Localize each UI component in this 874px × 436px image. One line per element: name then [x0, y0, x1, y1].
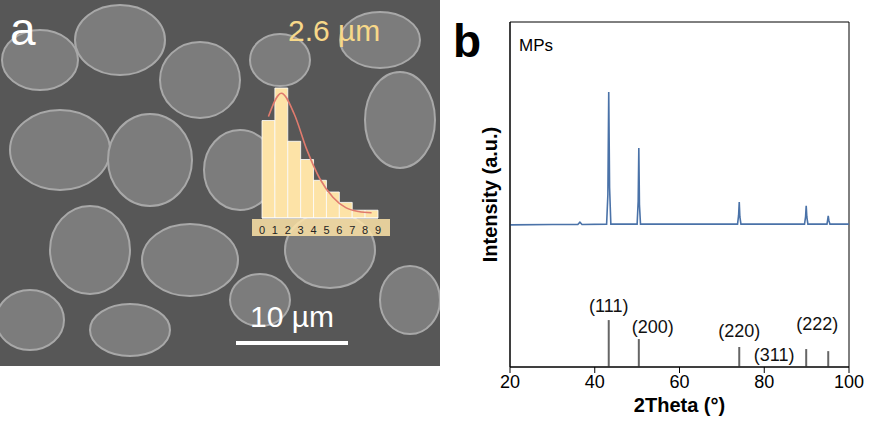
svg-text:(311): (311)	[754, 345, 795, 365]
svg-text:60: 60	[669, 372, 689, 392]
svg-text:2Theta (°): 2Theta (°)	[634, 394, 725, 416]
svg-text:2: 2	[285, 224, 291, 236]
svg-text:7: 7	[349, 224, 355, 236]
svg-text:(222): (222)	[796, 314, 838, 334]
svg-text:(111): (111)	[589, 296, 628, 316]
html-text:b: b	[453, 15, 482, 67]
svg-text:3: 3	[298, 224, 304, 236]
svg-text:(200): (200)	[632, 317, 674, 337]
html-text:MPs: MPs	[519, 36, 553, 55]
svg-text:(220): (220)	[718, 321, 760, 341]
svg-text:20: 20	[500, 372, 520, 392]
svg-text:9: 9	[375, 224, 381, 236]
svg-text:4: 4	[310, 224, 316, 236]
svg-text:Intensity (a.u.): Intensity (a.u.)	[479, 127, 501, 263]
svg-text:40: 40	[585, 372, 605, 392]
svg-text:6: 6	[336, 224, 342, 236]
svg-text:80: 80	[754, 372, 774, 392]
svg-text:5: 5	[323, 224, 329, 236]
html-text:a: a	[10, 3, 36, 55]
html-text:2.6 µm: 2.6 µm	[288, 14, 381, 47]
svg-text:8: 8	[362, 224, 368, 236]
svg-text:0: 0	[259, 224, 265, 236]
html-text:10 µm: 10 µm	[250, 300, 334, 333]
svg-text:100: 100	[834, 372, 864, 392]
svg-text:1: 1	[272, 224, 278, 236]
